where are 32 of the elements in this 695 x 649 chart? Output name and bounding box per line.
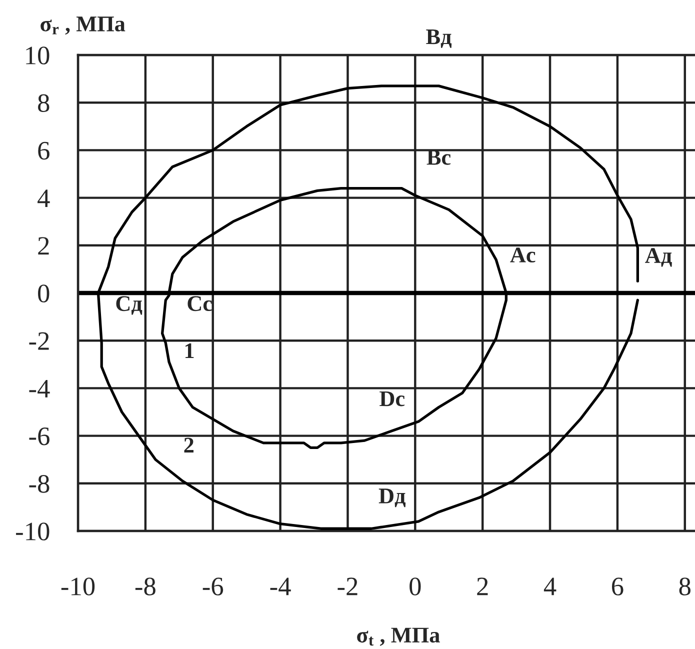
x-tick-label: 6 [612, 578, 624, 596]
y-tick-label: -4 [29, 380, 50, 398]
x-axis-title: σ$_{t}$ , МПа [357, 628, 440, 646]
annotation: Bд [426, 30, 452, 48]
y-tick-label: 8 [38, 94, 50, 112]
y-tick-label: -10 [16, 522, 50, 540]
y-tick-label: 0 [38, 284, 50, 302]
y-tick-label: 2 [38, 237, 49, 255]
y-tick-label: -6 [29, 427, 50, 446]
annotation: Cд [116, 296, 142, 315]
annotation: Aс [510, 248, 536, 262]
y-axis-title: σ$_{r}$ , МПа [40, 16, 126, 35]
x-tick-label: -2 [338, 578, 358, 596]
annotation: Aд [645, 248, 672, 267]
y-tick-label: 4 [38, 190, 50, 207]
x-tick-label: -6 [202, 578, 224, 596]
y-tick-label: -2 [29, 332, 49, 350]
y-tick-label: 6 [38, 142, 50, 160]
x-tick-label: 8 [679, 578, 690, 596]
annotation: Dд [378, 488, 406, 508]
annotation: Dс [380, 391, 405, 406]
x-tick-label: 2 [477, 578, 488, 596]
x-tick-label: -4 [270, 578, 291, 596]
y-tick-label: 10 [26, 46, 50, 64]
y-tick-label: -8 [29, 475, 50, 493]
x-tick-label: -8 [135, 578, 156, 596]
annotation: 2 [184, 438, 194, 452]
annotation: 1 [186, 343, 194, 358]
x-tick-label: 4 [544, 578, 556, 596]
annotation: Cс [188, 296, 212, 312]
x-tick-label: 0 [410, 578, 421, 596]
x-tick-label: -10 [61, 578, 95, 596]
